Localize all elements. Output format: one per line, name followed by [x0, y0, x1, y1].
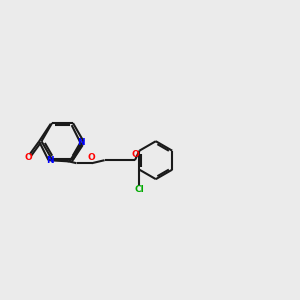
Text: Cl: Cl	[134, 185, 144, 194]
Text: N: N	[77, 138, 85, 147]
Text: N: N	[46, 156, 54, 165]
Text: O: O	[24, 153, 32, 162]
Text: O: O	[131, 150, 139, 159]
Text: O: O	[88, 154, 96, 163]
